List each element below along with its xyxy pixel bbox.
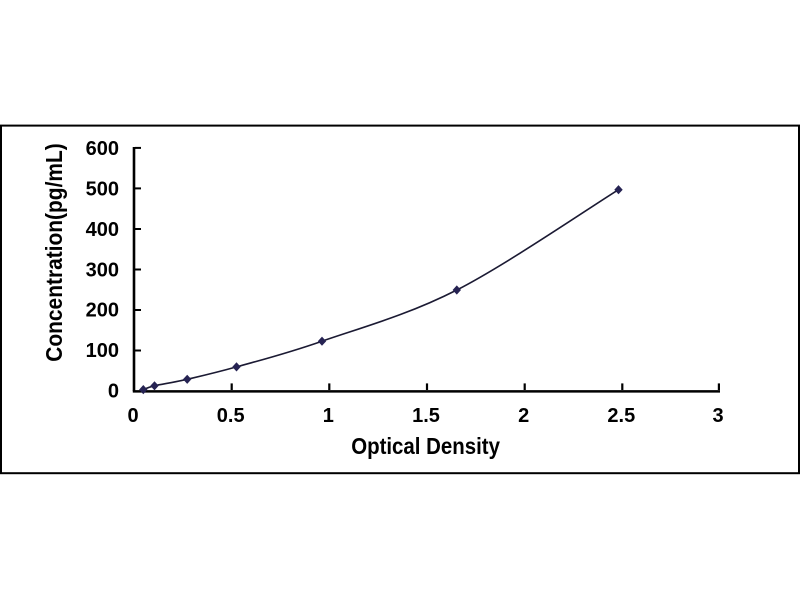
svg-text:100: 100 [86,340,119,362]
svg-text:500: 500 [86,179,119,201]
svg-text:300: 300 [86,259,119,281]
svg-text:2.5: 2.5 [607,405,635,427]
svg-text:0: 0 [108,380,119,402]
svg-text:200: 200 [86,300,119,322]
svg-text:1: 1 [323,405,334,427]
svg-text:Optical Density: Optical Density [351,433,500,459]
svg-text:0.5: 0.5 [217,405,245,427]
svg-text:0: 0 [127,405,138,427]
svg-text:2: 2 [518,405,529,427]
svg-text:3: 3 [712,405,723,427]
svg-text:400: 400 [86,219,119,241]
svg-text:600: 600 [86,138,119,160]
svg-text:1.5: 1.5 [412,405,440,427]
svg-text:Concentration(pg/mL): Concentration(pg/mL) [41,143,67,362]
